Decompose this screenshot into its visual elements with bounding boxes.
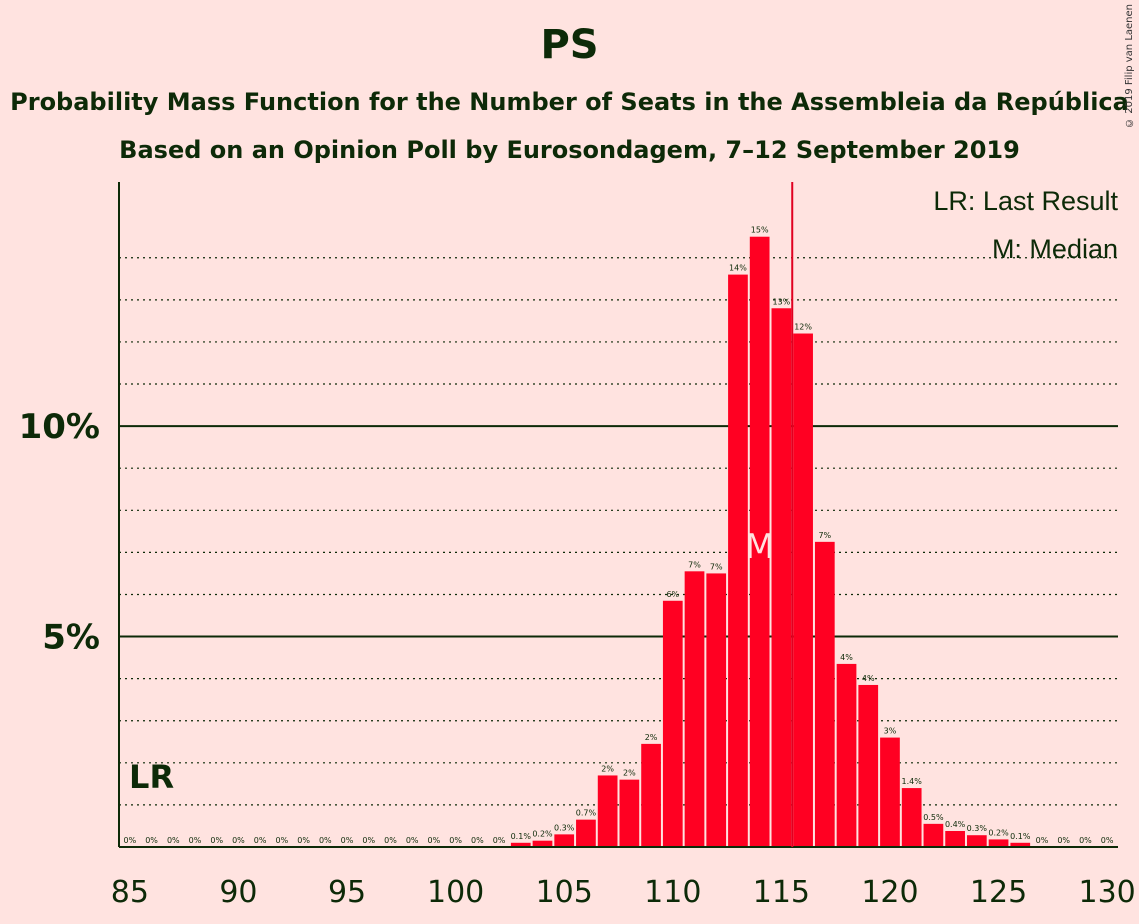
bar-value-label: 0%	[1101, 836, 1114, 845]
bar-value-label: 0%	[384, 836, 397, 845]
bar-value-label: 12%	[794, 323, 812, 332]
bar-value-label: 0%	[341, 836, 354, 845]
bar	[619, 779, 640, 847]
bar-value-label: 0.2%	[988, 828, 1009, 837]
bar	[858, 684, 879, 847]
bar-value-label: 0%	[210, 836, 223, 845]
bar-value-label: 0%	[319, 836, 332, 845]
bar	[945, 831, 965, 847]
bar	[814, 541, 835, 847]
bar-value-label: 2%	[645, 733, 658, 742]
bar-value-label: 0%	[232, 836, 245, 845]
bar-value-label: 6%	[666, 590, 679, 599]
bar	[836, 663, 857, 847]
chart-title: PS	[540, 22, 599, 68]
median-label: M	[745, 527, 774, 567]
y-tick-label: 5%	[42, 618, 100, 658]
bar	[684, 571, 705, 847]
bar-value-label: 0%	[406, 836, 419, 845]
bar-value-label: 0%	[493, 836, 506, 845]
y-tick-label: 10%	[19, 407, 100, 447]
bar-value-label: 0.3%	[967, 824, 988, 833]
bar	[901, 788, 922, 847]
bar-value-label: 0%	[449, 836, 462, 845]
bar-value-label: 0.3%	[554, 823, 575, 832]
bar-value-label: 7%	[818, 531, 831, 540]
bar-value-label: 7%	[710, 562, 723, 571]
legend-last-result: LR: Last Result	[933, 186, 1118, 216]
markers: LR M	[129, 182, 794, 847]
bar-value-labels: 0% 0% 0% 0% 0% 0% 0% 0% 0% 0% 0% 0% 0% 0% 0% 0% 0% 0% 0.1%…	[124, 226, 1114, 845]
bar	[966, 835, 987, 847]
bar-value-label: 0.1%	[511, 832, 532, 841]
bar-value-label: 0.4%	[945, 820, 966, 829]
x-tick-label: 120	[861, 875, 918, 910]
bar-value-label: 3%	[884, 727, 897, 736]
bar-value-label: 0.1%	[1010, 832, 1031, 841]
bar-value-label: 0%	[1057, 836, 1070, 845]
x-tick-label: 90	[219, 875, 257, 910]
bar	[988, 839, 1009, 847]
x-tick-label: 105	[536, 875, 593, 910]
axes: 85 90 95 100 105 110 115 120 125 130 5% 10%	[19, 182, 1136, 910]
bar-value-label: 0%	[254, 836, 267, 845]
bar	[880, 737, 900, 847]
bar-value-label: 14%	[729, 264, 747, 273]
x-tick-label: 85	[111, 875, 149, 910]
bar-value-label: 0%	[189, 836, 202, 845]
bar-value-label: 0%	[1036, 836, 1049, 845]
chart-subtitle-poll: Based on an Opinion Poll by Eurosondagem…	[119, 136, 1020, 164]
bar-value-label: 0.5%	[923, 813, 944, 822]
bar-value-label: 0%	[276, 836, 289, 845]
last-result-label: LR	[129, 758, 174, 796]
bar-value-label: 7%	[688, 560, 701, 569]
bar	[793, 333, 813, 847]
x-tick-label: 110	[644, 875, 701, 910]
bar	[771, 308, 792, 847]
bar-value-label: 15%	[751, 226, 769, 235]
bars	[510, 236, 1031, 847]
bar	[597, 775, 618, 847]
bar-value-label: 0.7%	[576, 809, 597, 818]
bar	[728, 274, 748, 847]
bar-value-label: 0%	[1079, 836, 1092, 845]
x-tick-label: 95	[328, 875, 366, 910]
bar-value-label: 0%	[167, 836, 180, 845]
bar	[662, 600, 683, 847]
bar	[923, 823, 944, 847]
legend-median: M: Median	[992, 234, 1118, 264]
bar	[641, 743, 661, 847]
bar	[749, 236, 770, 847]
x-tick-label: 130	[1079, 875, 1136, 910]
bar-value-label: 0%	[362, 836, 375, 845]
x-tick-label: 125	[970, 875, 1027, 910]
gridlines	[119, 257, 1118, 806]
bar-value-label: 4%	[862, 674, 875, 683]
bar-value-label: 0%	[297, 836, 310, 845]
bar-value-label: 2%	[601, 764, 614, 773]
bar-value-label: 1.4%	[902, 777, 923, 786]
bar-value-label: 2%	[623, 769, 636, 778]
bar	[576, 819, 596, 847]
x-tick-label: 115	[753, 875, 810, 910]
chart-subtitle: Probability Mass Function for the Number…	[10, 88, 1129, 116]
bar-value-label: 4%	[840, 653, 853, 662]
bar-value-label: 0%	[428, 836, 441, 845]
bar	[510, 842, 531, 847]
bar-value-label: 0%	[124, 836, 137, 845]
bar	[532, 840, 553, 847]
bar-value-label: 0%	[145, 836, 158, 845]
bar-value-label: 0%	[471, 836, 484, 845]
bar	[1010, 842, 1031, 847]
bar	[706, 573, 727, 847]
x-tick-label: 100	[427, 875, 484, 910]
bar-value-label: 0.2%	[532, 830, 553, 839]
bar-value-label: 13%	[772, 297, 790, 306]
bar	[554, 834, 575, 847]
